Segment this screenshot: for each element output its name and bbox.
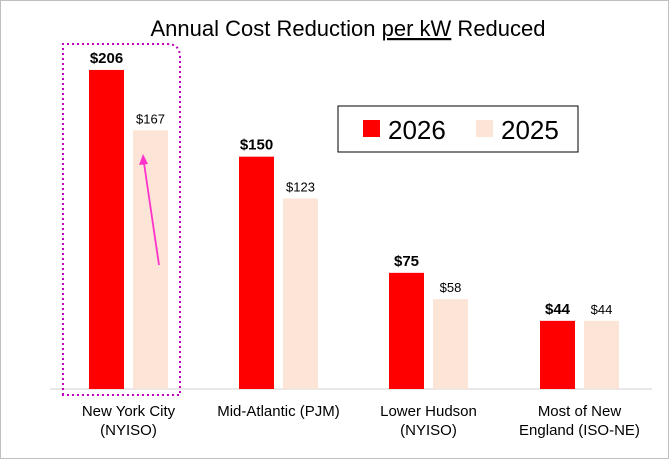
chart-title-part-2: per kW [382, 16, 452, 41]
bars-layer [89, 69, 619, 390]
legend-label-2026: 2026 [388, 115, 446, 145]
increase-arrow-icon [139, 154, 160, 266]
data-label-2025-0: $167 [136, 111, 165, 126]
chart-title: Annual Cost Reduction per kW Reduced [150, 16, 545, 41]
bar-2026-0 [89, 69, 124, 389]
data-label-2026-1: $150 [240, 137, 273, 154]
legend: 2026 2025 [337, 105, 579, 153]
bar-2025-3 [584, 320, 619, 389]
bar-2025-2 [433, 299, 468, 389]
bar-2026-2 [389, 272, 424, 389]
legend-swatch-2026 [363, 120, 380, 137]
data-label-2025-2: $58 [440, 280, 462, 295]
labels-layer: $206 $167 $150 $123 $75 $58 $44 $44 [90, 50, 613, 318]
bar-2026-3 [540, 320, 575, 389]
legend-label-2025: 2025 [501, 115, 559, 145]
data-label-2025-3: $44 [591, 302, 613, 317]
bar-2025-0 [133, 130, 168, 390]
highlight-box [62, 43, 181, 396]
category-label-2: Lower Hudson (NYISO) [380, 403, 477, 439]
data-label-2026-3: $44 [545, 301, 571, 318]
chart-title-part-1: Annual Cost Reduction [150, 16, 381, 41]
legend-swatch-2025 [476, 120, 493, 137]
data-label-2026-0: $206 [90, 50, 123, 67]
category-label-1: Mid-Atlantic (PJM) [217, 403, 340, 420]
category-label-3: Most of New England (ISO-NE) [519, 403, 640, 439]
category-label-0: New York City (NYISO) [82, 403, 176, 439]
chart-title-part-3: Reduced [451, 16, 545, 41]
bar-2025-1 [283, 198, 318, 389]
category-labels: New York City (NYISO) Mid-Atlantic (PJM) Lo… [82, 403, 640, 439]
bar-2026-1 [239, 156, 274, 389]
data-label-2026-2: $75 [394, 253, 419, 270]
data-label-2025-1: $123 [286, 179, 315, 194]
highlight-layer [62, 43, 181, 396]
